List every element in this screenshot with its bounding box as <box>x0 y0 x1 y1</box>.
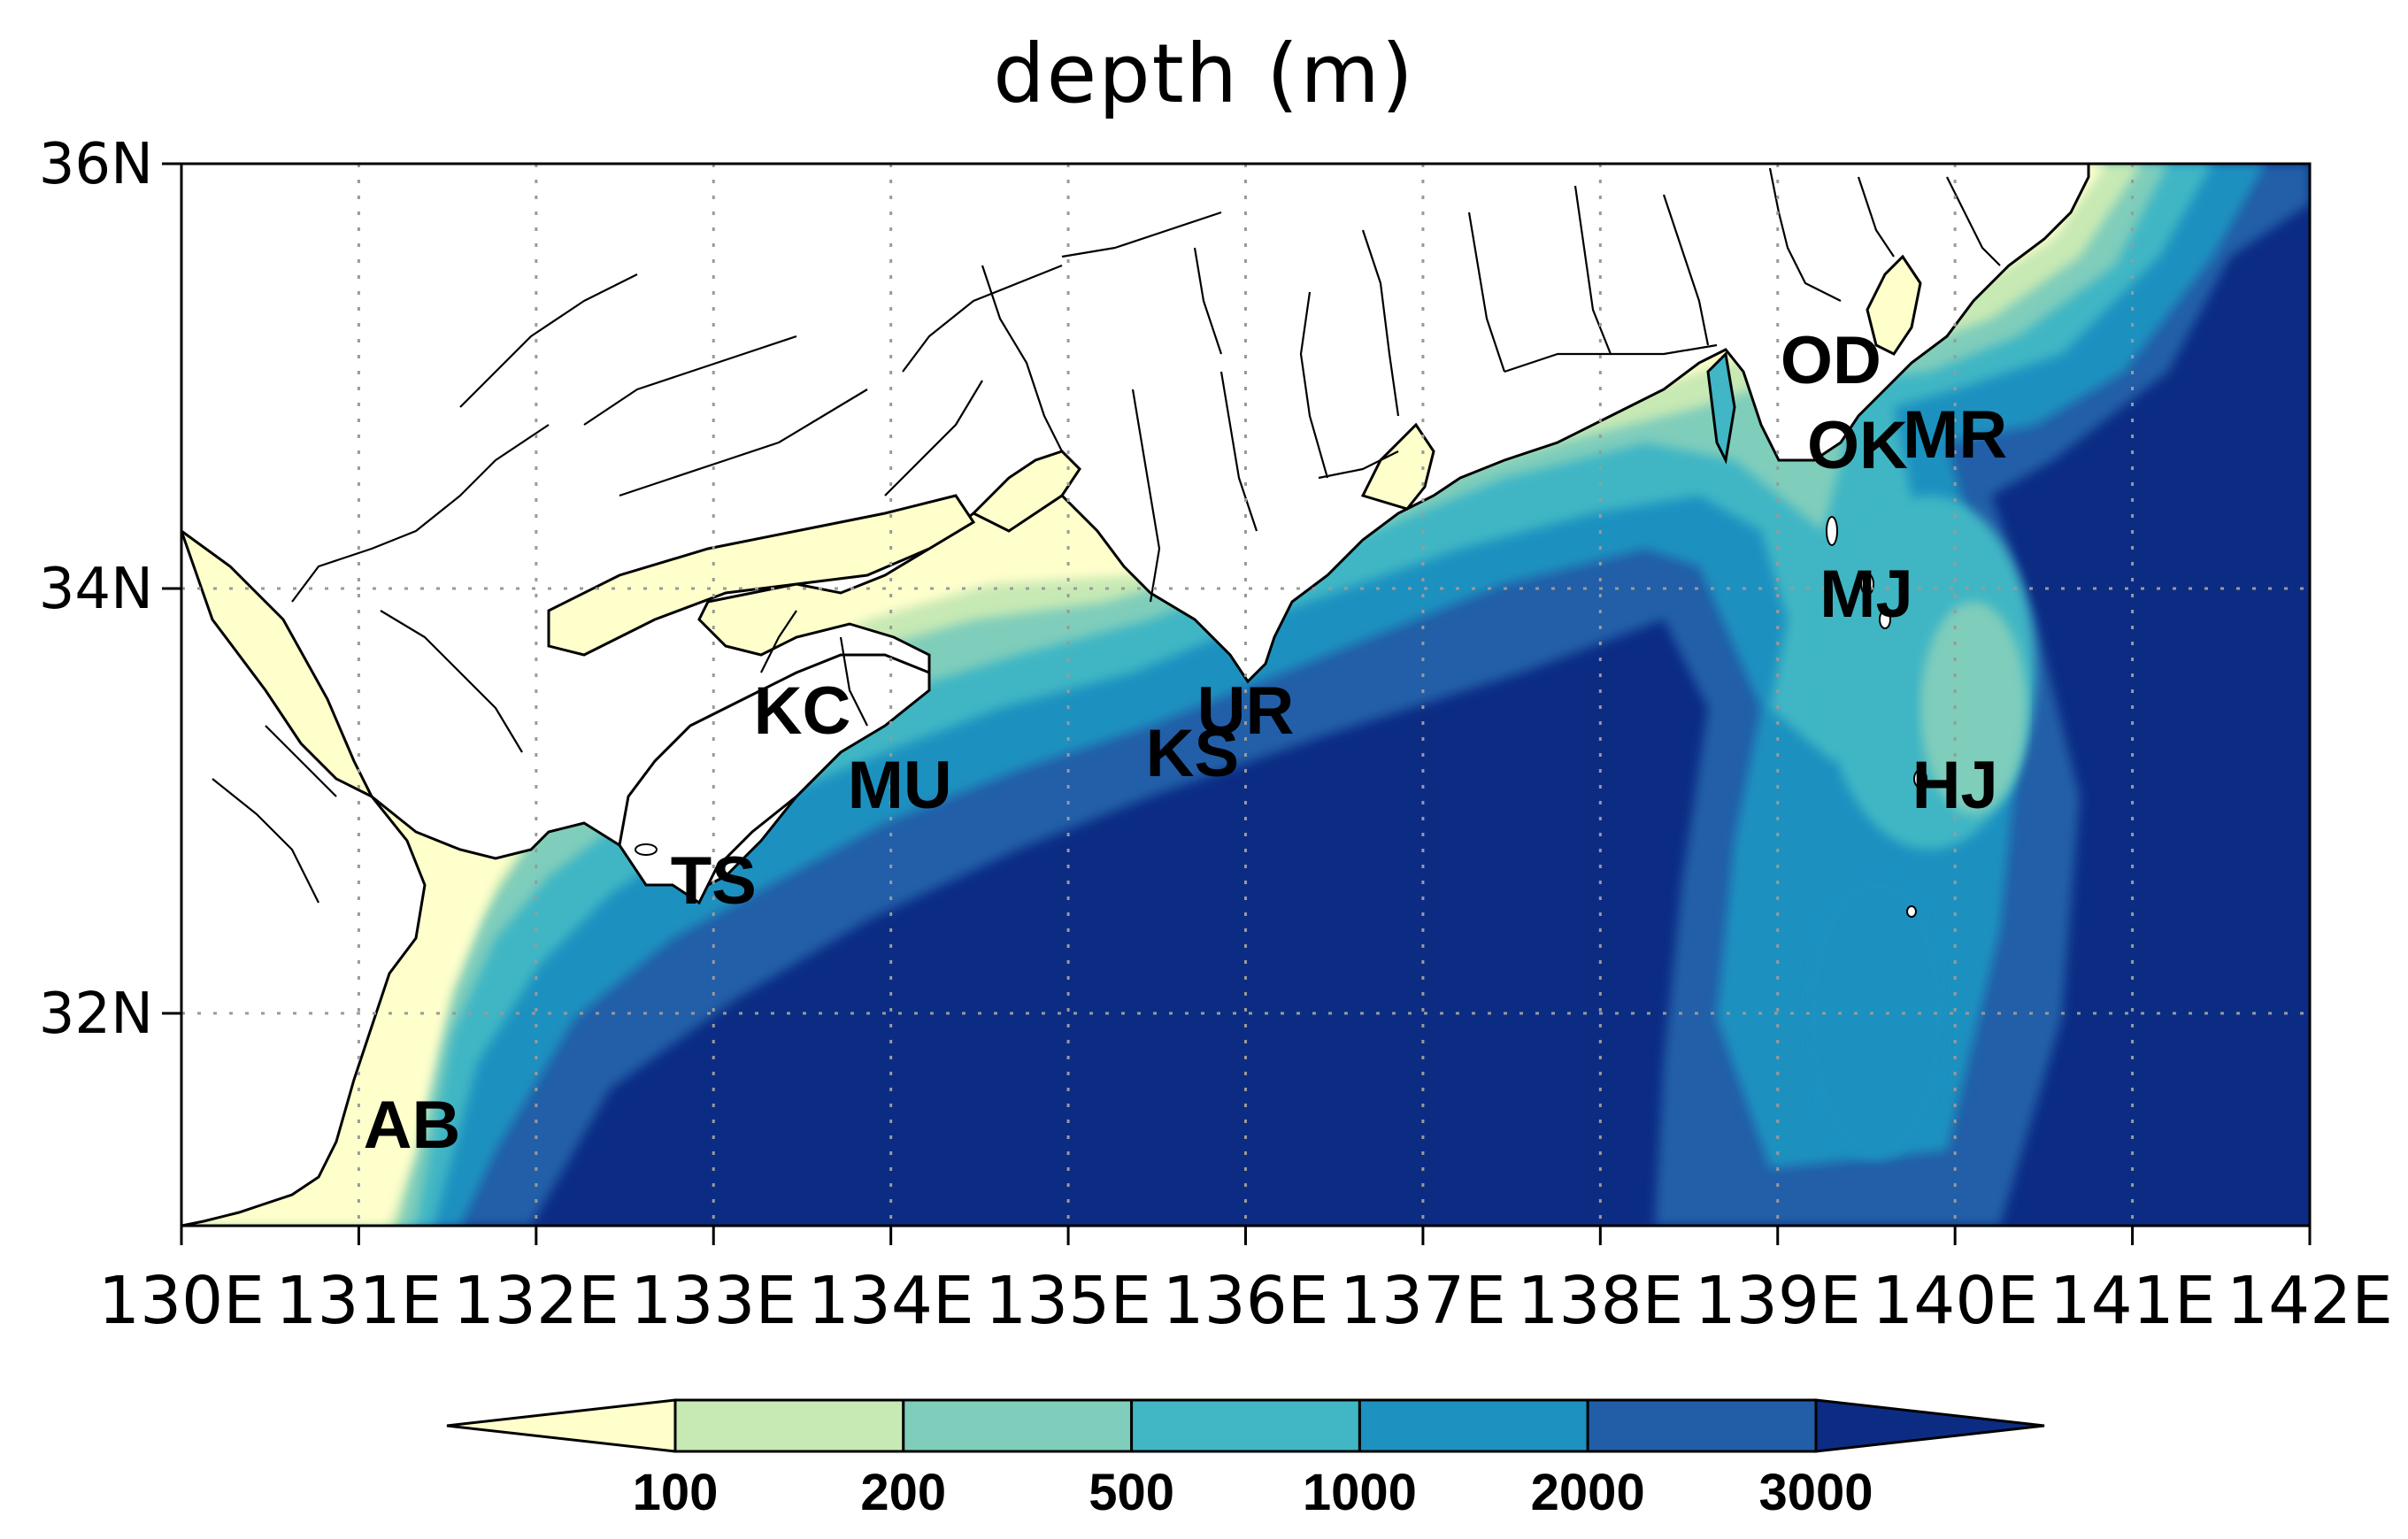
tick-label-lon-138: 138E <box>1517 1263 1683 1339</box>
tick-label-lon-136: 136E <box>1163 1263 1329 1339</box>
colorbar-high-arrow <box>1814 1398 2045 1453</box>
station-label-mu: MU <box>848 748 952 823</box>
tick-label-lon-134: 134E <box>808 1263 974 1339</box>
colorbar-box-3 <box>1358 1398 1589 1453</box>
graticule <box>181 164 2310 1226</box>
colorbar-label-100: 100 <box>633 1464 719 1521</box>
colorbar-box-2 <box>1130 1398 1361 1453</box>
station-label-ur: UR <box>1197 673 1295 749</box>
station-label-kc: KC <box>754 673 851 749</box>
tick-label-lat-34: 34N <box>39 557 153 622</box>
station-label-ts: TS <box>671 843 757 919</box>
colorbar-label-2000: 2000 <box>1531 1464 1645 1521</box>
prefecture-boundaries <box>212 167 2001 904</box>
axis-ticks <box>162 162 2312 1245</box>
depth-colorbar: 100 200 500 1000 2000 3000 <box>446 1398 2045 1521</box>
tick-label-lon-142: 142E <box>2227 1263 2393 1339</box>
tick-label-lat-36: 36N <box>39 132 153 197</box>
figure-title: depth (m) <box>993 27 1415 121</box>
tick-label-lon-133: 133E <box>630 1263 796 1339</box>
colorbar-label-3000: 3000 <box>1758 1464 1873 1521</box>
tick-label-lon-137: 137E <box>1340 1263 1506 1339</box>
colorbar-box-1 <box>902 1398 1134 1453</box>
ridge-southern-patch <box>1805 876 1947 1159</box>
station-label-ks: KS <box>1146 716 1240 791</box>
colorbar-label-200: 200 <box>860 1464 946 1521</box>
tick-label-lon-139: 139E <box>1695 1263 1861 1339</box>
colorbar-label-1000: 1000 <box>1303 1464 1417 1521</box>
colorbar-box-4 <box>1586 1398 1818 1453</box>
land-shikoku-south <box>618 653 931 905</box>
station-label-mj: MJ <box>1819 557 1913 632</box>
tick-label-lon-135: 135E <box>985 1263 1151 1339</box>
tick-label-lon-131: 131E <box>275 1263 442 1339</box>
tick-label-lon-141: 141E <box>2050 1263 2216 1339</box>
seto-inland-sea <box>547 494 976 657</box>
islands <box>635 516 1927 918</box>
osaka-bay <box>971 450 1081 533</box>
station-label-ab: AB <box>364 1088 461 1163</box>
tokyo-bay <box>1866 254 1922 356</box>
tick-label-lon-140: 140E <box>1872 1263 2038 1339</box>
hachijo-shallow-patch <box>1920 602 2027 814</box>
ise-bay <box>1360 422 1435 511</box>
tick-label-lat-32: 32N <box>39 981 153 1047</box>
colorbar-low-arrow <box>446 1398 677 1453</box>
colorbar-box-0 <box>673 1398 905 1453</box>
land-kyushu <box>181 530 427 1226</box>
station-label-od: OD <box>1781 323 1881 398</box>
station-label-hj: HJ <box>1912 748 1998 823</box>
station-label-mr: MR <box>1903 397 2007 473</box>
suruga-bay <box>1706 350 1736 465</box>
tick-label-lon-132: 132E <box>453 1263 619 1339</box>
colorbar-label-500: 500 <box>1089 1464 1174 1521</box>
axis-tick-labels: 130E 131E 132E 133E 134E 135E 136E 137E 138E 139E… <box>39 132 2393 1339</box>
tick-label-lon-130: 130E <box>98 1263 265 1339</box>
station-label-ok: OK <box>1807 408 1908 483</box>
